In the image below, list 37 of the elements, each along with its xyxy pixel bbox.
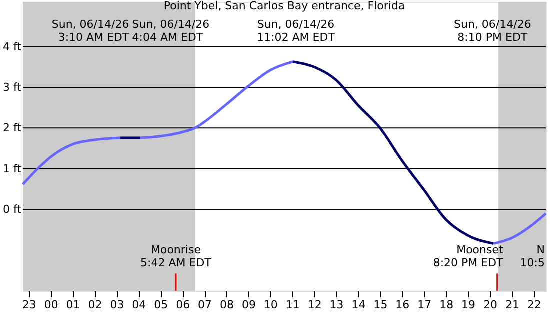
x-tick-label: 00 [44, 298, 58, 312]
ref-line-label: Moonrise 5:42 AM EDT [140, 244, 212, 270]
x-tick-label: 11 [286, 298, 300, 312]
x-tick-label: 18 [440, 298, 454, 312]
ref-line-label: Moonset 8:20 PM EDT [433, 244, 504, 270]
y-tick-label: 4 ft [3, 40, 22, 54]
y-tick-label: 2 ft [3, 122, 22, 135]
x-tick-label: 15 [374, 298, 388, 312]
x-tick-label: 09 [242, 298, 256, 312]
x-tick-label: 23 [22, 298, 36, 312]
x-tick-label: 22 [527, 298, 542, 312]
annotation: Sun, 06/14/26 3:10 AM EDT [52, 18, 130, 44]
annotation: Sun, 06/14/26 8:10 PM EDT [454, 18, 532, 44]
x-tick-label: 20 [484, 298, 498, 312]
y-tick-label: 1 ft [3, 162, 22, 176]
y-tick-label: 0 ft [3, 203, 22, 216]
annotation: Sun, 06/14/26 11:02 AM EDT [257, 18, 336, 44]
x-tick-label: 08 [220, 298, 234, 312]
x-tick-label: 12 [308, 298, 322, 312]
x-tick-label: 13 [330, 298, 344, 312]
annotation: N 10:5 [520, 244, 545, 270]
annotation: Sun, 06/14/26 4:04 AM EDT [132, 18, 210, 44]
x-tick-label: 10 [264, 298, 278, 312]
x-tick-label: 16 [396, 298, 410, 312]
x-tick-label: 21 [505, 298, 520, 312]
x-tick-label: 17 [418, 298, 432, 312]
x-tick-label: 19 [462, 298, 476, 312]
x-tick-label: 05 [154, 298, 168, 312]
x-tick-label: 02 [88, 298, 102, 312]
x-tick-label: 06 [176, 298, 190, 312]
x-tick-label: 14 [352, 298, 366, 312]
x-tick-label: 07 [198, 298, 212, 312]
chart-title: Point Ybel, San Carlos Bay entrance, Florida [164, 0, 406, 12]
y-tick-label: 3 ft [3, 80, 22, 94]
x-tick-label: 04 [132, 298, 146, 312]
x-tick-label: 01 [66, 298, 80, 312]
x-tick-label: 03 [110, 298, 124, 312]
